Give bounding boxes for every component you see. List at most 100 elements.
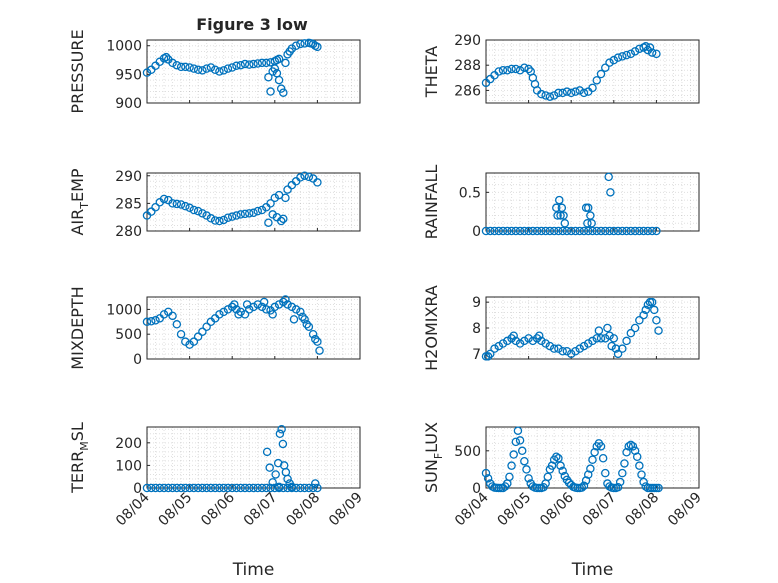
data-point — [588, 336, 597, 346]
data-point — [507, 226, 516, 236]
data-point — [291, 305, 301, 314]
y-tick-label: 100 — [115, 458, 142, 474]
data-point — [147, 317, 156, 326]
data-point — [626, 49, 636, 59]
data-point — [650, 305, 659, 315]
data-point — [571, 226, 580, 236]
data-point — [189, 205, 199, 215]
data-point — [244, 60, 254, 69]
data-point — [210, 65, 220, 75]
data-point — [249, 59, 258, 69]
data-point — [296, 483, 305, 493]
data-series — [142, 425, 322, 493]
data-point — [232, 483, 241, 493]
data-point — [575, 86, 584, 95]
x-tick-label: 08/09 — [326, 490, 366, 530]
data-point — [571, 87, 580, 96]
data-point — [265, 463, 274, 472]
data-point — [592, 76, 602, 85]
data-point — [579, 88, 589, 98]
data-point — [558, 346, 567, 356]
data-point — [554, 88, 563, 98]
x-tick-label: 08/08 — [622, 490, 662, 530]
data-point — [308, 39, 318, 49]
data-point — [532, 334, 542, 343]
data-point — [168, 483, 177, 493]
data-point — [579, 481, 589, 491]
y-tick-label: 8 — [472, 321, 481, 337]
y-tick-label: 0 — [133, 352, 142, 368]
data-point — [242, 300, 252, 309]
axes-frame — [485, 426, 700, 489]
data-point — [618, 468, 627, 478]
data-point — [219, 307, 228, 317]
data-point — [611, 344, 621, 353]
y-tick-label: 500 — [454, 444, 481, 460]
data-point — [266, 199, 275, 208]
data-point — [227, 63, 237, 72]
data-point — [176, 200, 186, 209]
data-point — [557, 203, 567, 213]
data-point — [262, 447, 272, 457]
data-point — [613, 226, 623, 236]
data-point — [215, 216, 224, 226]
data-point — [541, 226, 550, 236]
y-axis-label: H2OMIXRA — [422, 285, 441, 371]
data-point — [628, 442, 638, 451]
data-point — [601, 334, 610, 343]
x-tick-label: 08/05 — [156, 490, 196, 530]
data-point — [198, 483, 207, 493]
data-point — [652, 226, 661, 236]
data-point — [507, 461, 516, 470]
data-point — [647, 226, 657, 236]
axes-frame — [146, 296, 361, 360]
data-point — [268, 310, 277, 319]
data-point — [202, 322, 211, 332]
y-tick-label: 900 — [115, 96, 142, 112]
data-point — [605, 226, 614, 236]
y-tick-label: 280 — [115, 224, 142, 240]
y-axis-label: AIRTEMP — [68, 168, 91, 235]
data-point — [227, 302, 237, 312]
data-point — [271, 470, 280, 479]
grid — [485, 173, 700, 232]
y-tick-label: 7 — [472, 347, 481, 363]
data-point — [609, 334, 619, 343]
data-point — [511, 437, 521, 447]
y-axis-label: THETA — [422, 46, 441, 98]
data-series — [481, 297, 663, 361]
data-point — [193, 65, 203, 75]
data-point — [537, 226, 546, 236]
data-point — [620, 459, 629, 468]
x-tick-label: 08/06 — [537, 489, 577, 529]
data-point — [164, 483, 173, 493]
data-point — [266, 483, 275, 493]
data-point — [562, 226, 572, 236]
data-point — [528, 226, 538, 236]
data-point — [270, 64, 280, 73]
data-point — [202, 64, 211, 73]
data-point — [637, 470, 646, 479]
subplot-air_temp: 280 285 290 AIRTEMP — [68, 168, 361, 240]
data-point — [279, 214, 288, 224]
data-point — [596, 442, 606, 451]
data-point — [635, 461, 644, 470]
data-point — [304, 322, 314, 332]
data-point — [240, 209, 250, 219]
data-point — [601, 468, 610, 478]
data-point — [274, 75, 284, 85]
data-point — [532, 226, 542, 236]
data-point — [257, 58, 267, 68]
data-point — [279, 297, 288, 307]
data-point — [279, 483, 288, 493]
axes-frame — [146, 426, 361, 489]
data-point — [219, 215, 228, 225]
y-tick-label: 9 — [472, 295, 481, 311]
data-point — [311, 334, 320, 344]
data-point — [609, 55, 619, 65]
data-point — [626, 328, 636, 338]
